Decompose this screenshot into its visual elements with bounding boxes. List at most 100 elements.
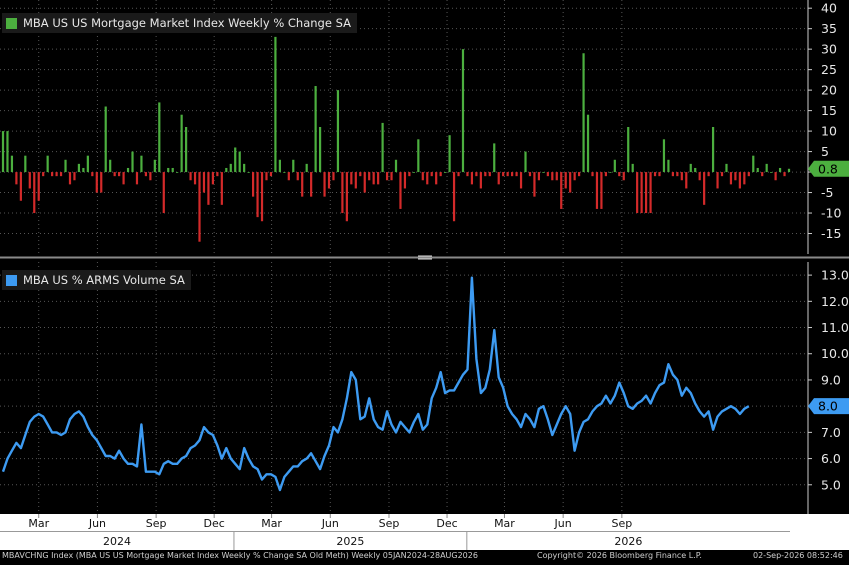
bottom-legend-swatch: [6, 274, 17, 286]
bar-mark: [694, 167, 697, 173]
bar-mark: [604, 172, 607, 177]
bar-mark: [211, 172, 214, 185]
bar-mark: [618, 172, 621, 177]
bottom-y-tick-label: 13.0: [821, 268, 849, 283]
bar-mark: [332, 172, 335, 181]
bar-mark: [502, 172, 505, 177]
bar-mark: [350, 172, 353, 185]
bar-mark: [528, 172, 532, 177]
x-month-label: Dec: [204, 517, 225, 530]
bar-mark: [546, 172, 549, 177]
bar-mark: [390, 172, 393, 181]
bar-mark: [537, 172, 541, 181]
bottom-last-value-badge-shape: [808, 398, 849, 415]
bottom-y-tick-label: 6.0: [821, 451, 841, 466]
bar-mark: [466, 172, 469, 177]
bar-mark: [564, 172, 567, 189]
bar-mark: [470, 172, 474, 185]
bar-mark: [662, 139, 666, 173]
bar-mark: [747, 172, 750, 177]
bar-mark: [720, 172, 724, 177]
bar-mark: [140, 155, 143, 173]
bar-mark: [229, 163, 232, 173]
bar-mark: [176, 172, 179, 173]
bar-mark: [19, 172, 22, 201]
bar-mark: [752, 155, 755, 173]
bar-mark: [488, 172, 491, 177]
bar-mark: [234, 147, 237, 173]
bar-mark: [238, 151, 241, 173]
bar-mark: [220, 172, 223, 205]
bar-mark: [417, 139, 420, 173]
bar-mark: [551, 172, 554, 181]
bar-mark: [225, 167, 228, 173]
bottom-y-tick-label: 11.0: [821, 320, 849, 335]
top-y-tick-label: -15: [821, 226, 841, 241]
bar-mark: [354, 172, 357, 189]
bar-mark: [524, 151, 527, 173]
bar-mark: [77, 163, 81, 173]
bar-mark: [627, 127, 630, 173]
bar-mark: [118, 172, 121, 177]
bar-mark: [457, 172, 460, 177]
bar-mark: [51, 172, 54, 177]
arms-volume-line: [1, 276, 750, 492]
bar-mark: [1, 131, 5, 173]
footer-timestamp: 02-Sep-2026 08:52:46: [753, 551, 843, 560]
bar-mark: [729, 172, 733, 185]
bar-mark: [109, 159, 112, 173]
bottom-y-tick-label: 7.0: [821, 425, 841, 440]
bar-mark: [493, 143, 496, 173]
bar-mark: [649, 172, 652, 214]
bottom-y-tick-label: 12.0: [821, 294, 849, 309]
bar-mark: [461, 49, 465, 173]
bar-mark: [676, 172, 679, 177]
top-legend: MBA US US Mortgage Market Index Weekly %…: [2, 13, 357, 33]
x-month-label: Mar: [28, 517, 49, 530]
bar-mark: [158, 102, 161, 173]
bar-mark: [595, 172, 599, 209]
bar-mark: [515, 172, 518, 177]
bar-mark: [301, 172, 304, 197]
x-month-label: Mar: [261, 517, 282, 530]
bar-mark: [430, 172, 433, 177]
bar-mark: [586, 114, 590, 173]
bar-mark: [743, 172, 746, 185]
bar-mark: [600, 172, 603, 209]
top-y-tick-label: 15: [821, 103, 837, 118]
bar-mark: [658, 172, 661, 177]
bar-mark: [377, 172, 380, 185]
bar-mark: [278, 159, 281, 173]
bar-mark: [310, 172, 313, 197]
bar-mark: [569, 172, 572, 193]
bar-mark: [426, 172, 429, 185]
bar-mark: [555, 172, 558, 181]
bar-mark: [644, 172, 648, 214]
bar-mark: [578, 172, 581, 177]
bar-mark: [479, 172, 482, 189]
top-y-tick-label: 20: [821, 83, 837, 98]
bar-mark: [24, 155, 27, 173]
bar-mark: [15, 172, 18, 185]
bar-mark: [55, 172, 58, 177]
bar-mark: [609, 172, 612, 173]
top-last-value-badge-label: 0.8: [818, 161, 838, 176]
bar-mark: [33, 172, 36, 214]
bottom-y-tick-label: 9.0: [821, 372, 841, 387]
bar-mark: [439, 172, 442, 177]
bar-mark: [372, 172, 375, 185]
bar-mark: [725, 163, 728, 173]
bar-mark: [573, 172, 576, 181]
bar-mark: [193, 172, 197, 185]
bar-mark: [671, 172, 674, 177]
bar-mark: [591, 172, 594, 177]
bar-mark: [64, 159, 67, 173]
bar-mark: [336, 90, 340, 173]
bar-mark: [636, 172, 639, 214]
bar-mark: [394, 159, 398, 173]
bar-mark: [511, 172, 514, 177]
bar-mark: [631, 163, 634, 173]
bar-mark: [345, 172, 348, 222]
bar-mark: [122, 172, 125, 185]
bar-mark: [716, 172, 719, 189]
